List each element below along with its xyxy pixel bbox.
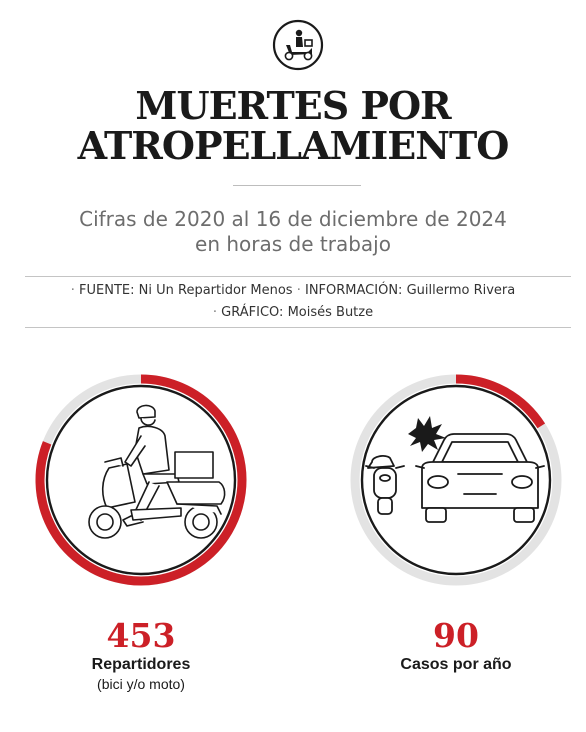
title-divider [233,185,361,186]
credit-bullet: · [296,283,301,298]
credits-line-1: · FUENTE: Ni Un Repartidor Menos · INFOR… [0,281,586,301]
credit-bullet: · [70,283,75,298]
subtitle-line-1: Cifras de 2020 al 16 de diciembre de 202… [79,207,507,231]
gauge-arc-casos [455,374,546,429]
gauge-casos [350,374,562,586]
credits-bottom-rule [25,327,571,328]
car-hits-scooter-icon [365,416,545,523]
info-value: Guillermo Rivera [406,283,516,298]
credit-bullet: · [212,305,218,320]
stat-label-casos: Casos por año [400,656,512,673]
gauge-repartidores [35,374,247,586]
source-label: FUENTE: [79,283,135,298]
stat-sublabel-repartidores: (bici y/o moto) [97,676,185,692]
graphic-label: GRÁFICO: [221,305,284,320]
info-label: INFORMACIÓN: [305,283,403,298]
page-title-line-1: MUERTES POR [135,83,451,128]
page-title-line-2: ATROPELLAMIENTO [77,123,510,168]
delivery-scooter-icon [272,19,324,71]
stat-value-casos: 90 [433,616,479,655]
stat-label-repartidores: Repartidores [91,656,191,673]
delivery-scooter-rider-icon [88,404,226,539]
graphic-value: Moisés Butze [287,305,374,320]
credits-line-2: · GRÁFICO: Moisés Butze [0,303,586,323]
subtitle-line-2: en horas de trabajo [195,232,391,256]
gauge-arc-repartidores [35,374,247,586]
stat-value-repartidores: 453 [106,616,176,655]
source-value: Ni Un Repartidor Menos [138,283,293,298]
credits-top-rule [25,276,571,277]
